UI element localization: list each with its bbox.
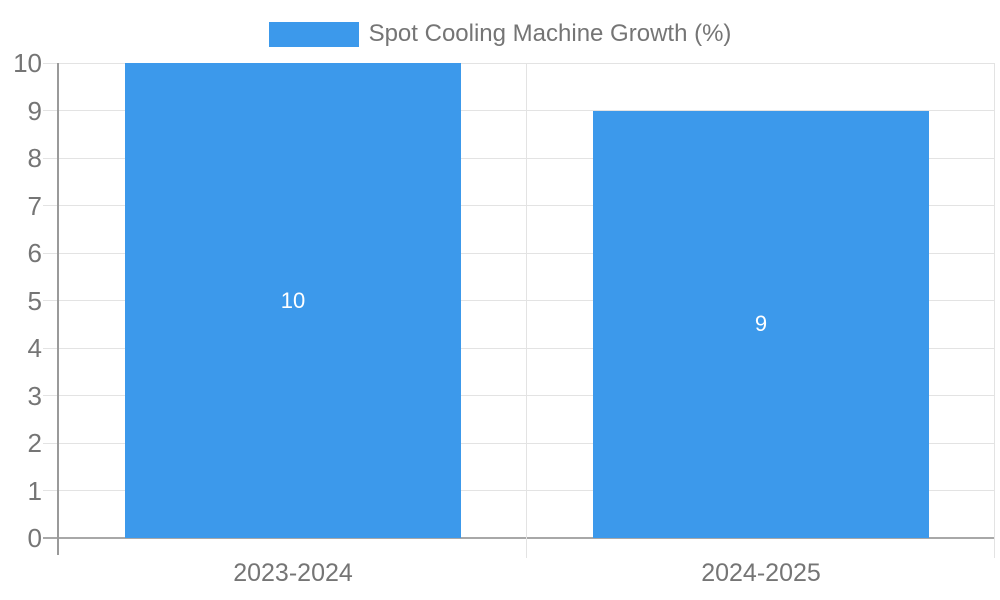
- column-gridline: [526, 63, 527, 558]
- y-tick-label: 4: [27, 333, 42, 363]
- gridline: [43, 157, 995, 159]
- y-tick-label: 7: [27, 190, 42, 221]
- gridline: [43, 300, 995, 301]
- gridline: [43, 395, 995, 396]
- chart-legend: Spot Cooling Machine Growth (%): [0, 20, 1000, 48]
- gridline: [43, 62, 995, 64]
- y-tick-label: 5: [27, 285, 42, 316]
- y-tick-label: 9: [27, 95, 42, 126]
- x-axis-baseline: [43, 537, 995, 539]
- x-tick-label: 2023-2024: [233, 559, 353, 587]
- y-tick-label: 1: [27, 475, 42, 506]
- gridline: [43, 110, 995, 111]
- gridline: [43, 252, 995, 254]
- bar-2024-2025: [592, 110, 930, 538]
- y-tick-label: 8: [27, 143, 42, 173]
- gridline: [43, 442, 995, 444]
- gridline: [43, 205, 995, 206]
- bar-2023-2024: [124, 63, 462, 538]
- column-gridline: [994, 63, 995, 558]
- y-tick-label: 3: [27, 380, 42, 411]
- y-tick-label: 6: [27, 238, 42, 268]
- bar-value-label: 9: [754, 311, 768, 337]
- y-axis-line: [57, 63, 59, 555]
- gridline: [43, 347, 995, 349]
- y-tick-label: 2: [27, 428, 42, 458]
- gridline: [43, 490, 995, 491]
- y-tick-label: 0: [27, 523, 42, 553]
- y-tick-label: 10: [13, 48, 42, 78]
- bar-value-label: 10: [280, 287, 306, 313]
- legend-swatch: [268, 21, 359, 47]
- x-tick-label: 2024-2025: [701, 559, 821, 587]
- legend-label: Spot Cooling Machine Growth (%): [368, 20, 732, 47]
